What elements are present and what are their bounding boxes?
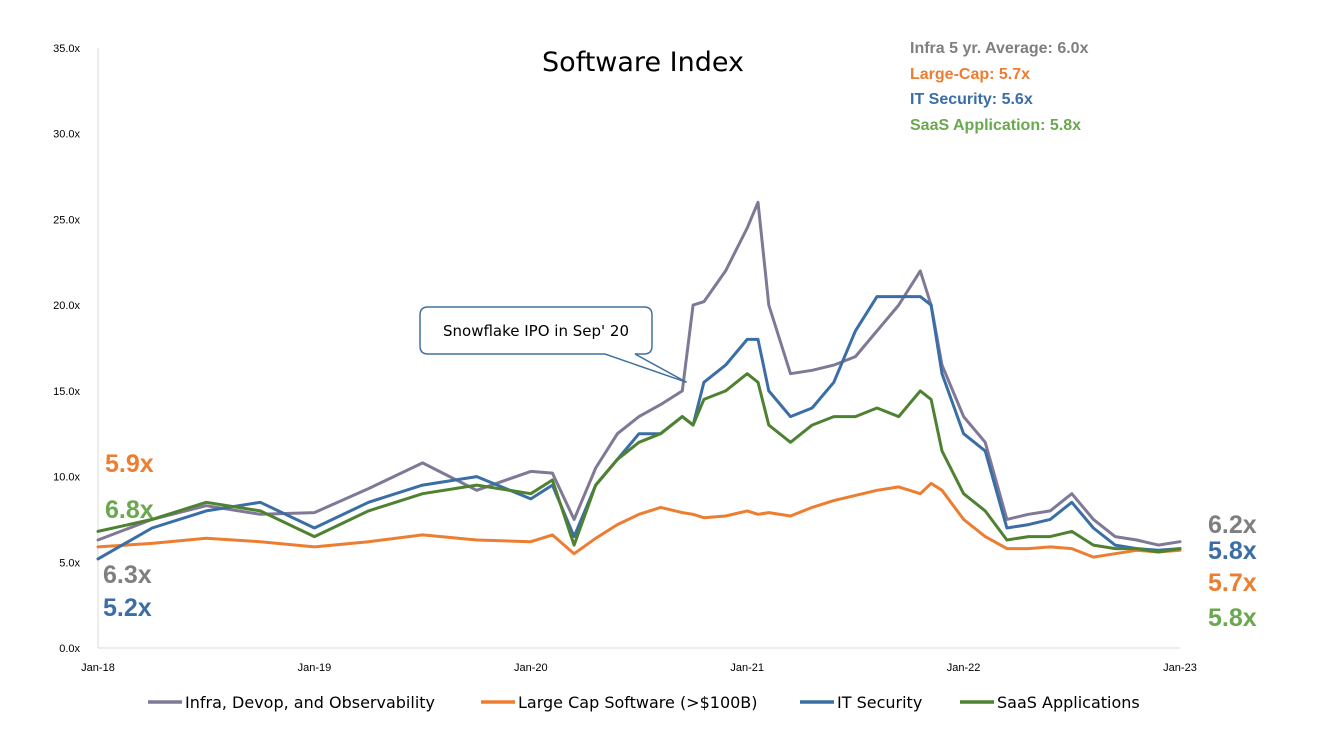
end-label-large-cap: 5.7x — [1208, 569, 1257, 597]
start-label-it-security: 5.2x — [103, 594, 152, 622]
series-line-2 — [96, 295, 1182, 561]
legend-label: Infra, Devop, and Observability — [185, 693, 435, 712]
legend-label: SaaS Applications — [997, 693, 1140, 712]
avg-infra-label: Infra 5 yr. Average: 6.0x — [910, 40, 1089, 57]
x-tick-label: Jan-20 — [514, 662, 548, 674]
x-tick-label: Jan-18 — [81, 662, 115, 674]
legend-item-1: Large Cap Software (>$100B) — [481, 693, 758, 712]
y-tick-labels: 0.0x 5.0x 10.0x 15.0x 20.0x 25.0x 30.0x 35.0x — [53, 43, 80, 655]
series-line-0 — [96, 200, 1182, 547]
legend-item-3: SaaS Applications — [960, 693, 1140, 712]
start-value-labels: 5.9x 6.8x 6.3x 5.2x — [103, 450, 154, 622]
y-tick-label: 5.0x — [59, 557, 80, 569]
chart-title: Software Index — [542, 47, 744, 78]
start-label-infra: 6.3x — [103, 561, 152, 589]
legend: Infra, Devop, and Observability Large Cap… — [148, 693, 1140, 712]
end-value-labels: 6.2x 5.8x 5.7x 5.8x — [1208, 511, 1257, 632]
x-tick-label: Jan-21 — [730, 662, 764, 674]
start-label-saas: 6.8x — [105, 496, 154, 524]
snowflake-ipo-callout: Snowflake IPO in Sep' 20 — [419, 306, 687, 384]
x-tick-label: Jan-23 — [1163, 662, 1197, 674]
y-tick-label: 30.0x — [53, 129, 80, 141]
y-tick-label: 0.0x — [59, 643, 80, 655]
start-label-large-cap: 5.9x — [105, 450, 154, 478]
x-tick-label: Jan-22 — [947, 662, 981, 674]
legend-item-0: Infra, Devop, and Observability — [148, 693, 435, 712]
series-line-3 — [96, 372, 1182, 554]
callout-bubble — [419, 306, 687, 384]
avg-it-security-label: IT Security: 5.6x — [910, 91, 1033, 108]
end-label-saas: 5.8x — [1208, 604, 1257, 632]
avg-large-cap-label: Large-Cap: 5.7x — [910, 66, 1030, 83]
y-tick-label: 15.0x — [53, 386, 80, 398]
callout-text: Snowflake IPO in Sep' 20 — [443, 322, 629, 340]
legend-label: Large Cap Software (>$100B) — [518, 693, 758, 712]
legend-item-2: IT Security — [800, 693, 922, 712]
legend-label: IT Security — [837, 693, 922, 712]
x-tick-label: Jan-19 — [298, 662, 332, 674]
average-multiples-box: Infra 5 yr. Average: 6.0x Large-Cap: 5.7… — [910, 40, 1089, 134]
y-tick-label: 25.0x — [53, 214, 80, 226]
avg-saas-label: SaaS Application: 5.8x — [910, 117, 1081, 134]
y-tick-label: 20.0x — [53, 300, 80, 312]
y-tick-label: 35.0x — [53, 43, 80, 55]
series-lines — [96, 200, 1182, 561]
series-line-1 — [96, 481, 1182, 559]
end-label-infra: 6.2x — [1208, 511, 1257, 539]
y-tick-label: 10.0x — [53, 472, 80, 484]
end-label-it-security: 5.8x — [1208, 537, 1257, 565]
x-tick-labels: Jan-18 Jan-19 Jan-20 Jan-21 Jan-22 Jan-23 — [81, 662, 1197, 674]
